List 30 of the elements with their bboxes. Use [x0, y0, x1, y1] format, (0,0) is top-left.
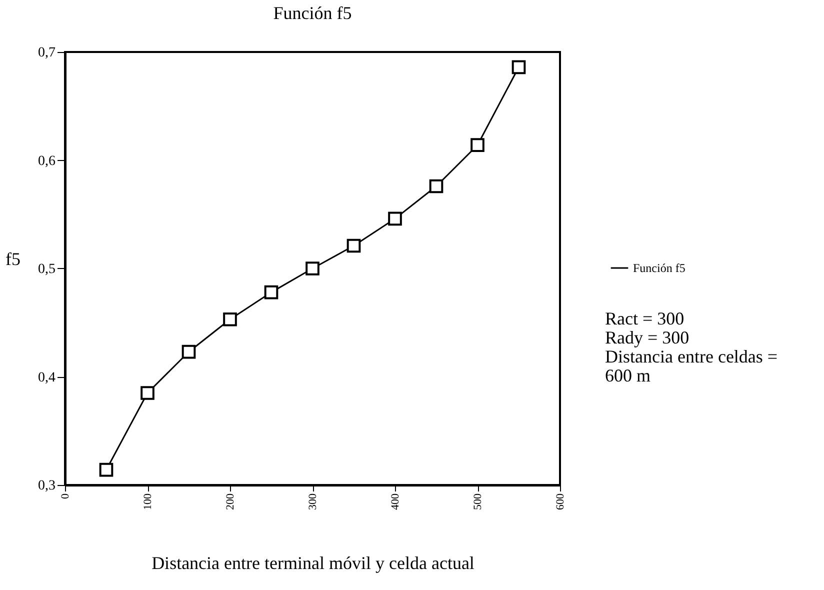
point: [512, 60, 526, 74]
x-tick-label: 400: [390, 493, 402, 510]
x-tick-label: 0: [60, 493, 72, 499]
y-tick-label: 0,3: [38, 478, 56, 494]
point: [99, 462, 114, 477]
x-tick-label: 300: [307, 493, 319, 510]
x-tick-label: 500: [472, 493, 484, 510]
text: Ract = 300: [605, 308, 684, 328]
chart-title: Función f5: [273, 3, 352, 23]
x-tick-label: 600: [554, 493, 566, 510]
y-axis-title: f5: [6, 249, 20, 269]
y-tick-label: 0,6: [38, 154, 56, 169]
y-tick-label: 0,5: [38, 262, 56, 277]
point: [346, 238, 361, 253]
text: Rady = 300: [605, 328, 690, 348]
point: [388, 212, 402, 226]
text: Distancia entre celdas = 600 m: [605, 346, 778, 386]
point: [264, 285, 278, 300]
x-tick-label: 200: [224, 493, 236, 510]
y-tick-label: 0,4: [38, 370, 56, 386]
point: [182, 344, 196, 359]
point: [429, 179, 444, 194]
y-tick-label: 0,7: [38, 46, 56, 60]
x-tick-label: 100: [142, 493, 154, 510]
legend-label: Función f5: [633, 261, 686, 275]
x-axis-title: Distancia entre terminal móvil y celda actual: [152, 553, 474, 573]
point: [140, 386, 154, 400]
point: [223, 312, 237, 326]
point: [470, 138, 484, 152]
point: [306, 262, 320, 276]
